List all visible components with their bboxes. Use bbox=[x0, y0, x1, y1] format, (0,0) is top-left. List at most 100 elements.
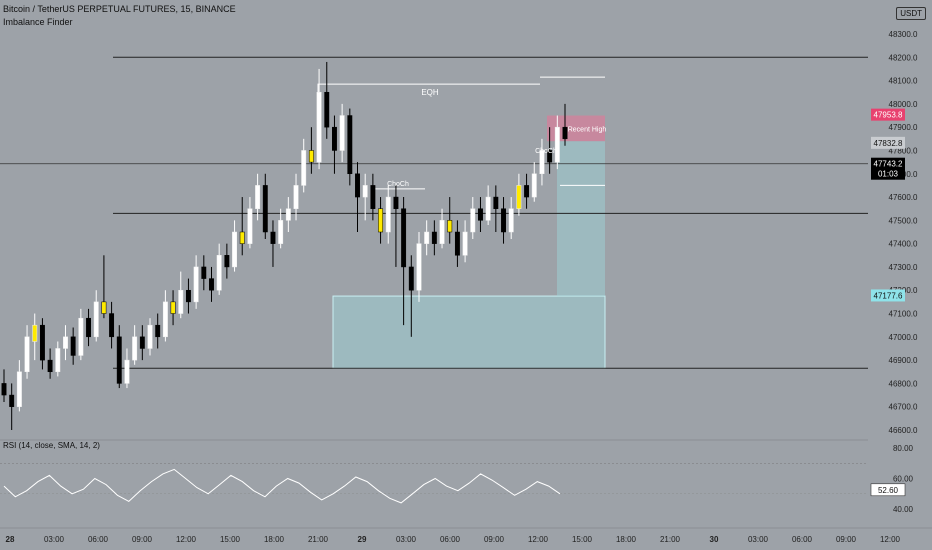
candle-body bbox=[47, 359, 53, 373]
candle-body bbox=[454, 231, 460, 256]
current-price-tag: 47743.2 bbox=[874, 160, 903, 169]
candle-body bbox=[485, 196, 491, 221]
rsi-line bbox=[3, 468, 561, 504]
time-tick-label: 28 bbox=[6, 535, 15, 544]
time-tick-label: 03:00 bbox=[44, 535, 65, 544]
eqh-label: EQH bbox=[421, 88, 439, 97]
time-tick-label: 09:00 bbox=[836, 535, 857, 544]
candle-body bbox=[139, 336, 145, 349]
candle-body bbox=[447, 220, 453, 233]
symbol-title[interactable]: Bitcoin / TetherUS PERPETUAL FUTURES, 15… bbox=[3, 4, 236, 14]
rsi-value-tag: 52.60 bbox=[878, 486, 899, 495]
candle-body bbox=[370, 185, 376, 209]
low-price-tag: 47177.6 bbox=[874, 291, 903, 300]
candle-body bbox=[209, 278, 214, 291]
candle-body bbox=[293, 185, 299, 209]
candle-body bbox=[93, 301, 99, 338]
candle-body bbox=[424, 231, 430, 244]
indicator-label[interactable]: Imbalance Finder bbox=[3, 17, 73, 27]
candle-body bbox=[416, 243, 422, 291]
countdown-timer: 01:03 bbox=[878, 170, 899, 179]
candle-body bbox=[216, 255, 222, 291]
choch-label-2: ChoCh bbox=[535, 148, 557, 155]
time-tick-label: 21:00 bbox=[308, 535, 329, 544]
candle-body bbox=[178, 289, 184, 314]
candle-body bbox=[39, 324, 45, 361]
price-tick-label: 47400.0 bbox=[889, 240, 918, 249]
time-tick-label: 15:00 bbox=[572, 535, 593, 544]
candle-body bbox=[308, 150, 314, 163]
candle-body bbox=[393, 196, 399, 209]
choch-line-1 bbox=[373, 188, 425, 205]
price-tick-label: 47900.0 bbox=[889, 123, 918, 132]
candle-body bbox=[201, 266, 207, 279]
price-tick-label: 46900.0 bbox=[889, 356, 918, 365]
candle-body bbox=[247, 208, 253, 244]
candle-body bbox=[362, 185, 368, 198]
candle-body bbox=[355, 173, 360, 198]
time-tick-label: 15:00 bbox=[220, 535, 241, 544]
time-tick-label: 18:00 bbox=[264, 535, 285, 544]
time-tick-label: 30 bbox=[710, 535, 719, 544]
candle-body bbox=[347, 115, 353, 175]
candle-body bbox=[431, 231, 437, 244]
price-tick-label: 47300.0 bbox=[889, 263, 918, 272]
candle-body bbox=[524, 185, 530, 198]
price-tick-label: 47600.0 bbox=[889, 193, 918, 202]
current-price-tag-bg bbox=[871, 157, 905, 180]
candle-body bbox=[255, 185, 261, 209]
candle-body bbox=[109, 313, 115, 338]
rsi-value-tag-bg bbox=[870, 483, 906, 497]
candle-body bbox=[531, 173, 537, 198]
mid-price-tag: 47832.8 bbox=[874, 139, 903, 148]
candle-body bbox=[78, 317, 84, 356]
time-tick-label: 06:00 bbox=[792, 535, 813, 544]
candle-body bbox=[239, 231, 245, 244]
time-tick-label: 03:00 bbox=[396, 535, 417, 544]
candle-body bbox=[147, 324, 153, 349]
time-tick-label: 09:00 bbox=[132, 535, 153, 544]
rsi-tick-label: 60.00 bbox=[893, 475, 914, 484]
candle-body bbox=[162, 301, 168, 338]
candle-body bbox=[262, 185, 268, 233]
candle-body bbox=[378, 208, 384, 233]
candle-body bbox=[470, 208, 476, 233]
high-price-tag-bg bbox=[871, 108, 905, 121]
candle-body bbox=[339, 115, 345, 151]
candle-body bbox=[70, 336, 76, 356]
rsi-tick-label: 80.00 bbox=[893, 444, 914, 453]
candle-body bbox=[285, 208, 291, 221]
candle-body bbox=[55, 348, 61, 373]
time-tick-label: 12:00 bbox=[176, 535, 197, 544]
candle-body bbox=[462, 231, 468, 256]
candle-body bbox=[562, 126, 568, 140]
candle-body bbox=[116, 336, 122, 384]
candle-body bbox=[24, 336, 30, 373]
candle-body bbox=[385, 196, 391, 233]
candle-body bbox=[324, 91, 330, 128]
candle-body bbox=[16, 371, 22, 407]
candle-body bbox=[132, 336, 138, 361]
candle-body bbox=[124, 359, 130, 384]
candle-body bbox=[278, 220, 284, 244]
price-tick-label: 48100.0 bbox=[889, 77, 918, 86]
price-tick-label: 46700.0 bbox=[889, 403, 918, 412]
candle-body bbox=[547, 150, 553, 163]
candle-body bbox=[63, 336, 68, 349]
rsi-tick-label: 40.00 bbox=[893, 505, 914, 514]
time-tick-label: 21:00 bbox=[660, 535, 681, 544]
low-price-tag-bg bbox=[871, 289, 905, 302]
currency-badge[interactable]: USDT bbox=[896, 7, 926, 20]
candle-body bbox=[501, 208, 506, 233]
time-tick-label: 29 bbox=[358, 535, 367, 544]
candle-body bbox=[516, 185, 522, 209]
demand-zone bbox=[332, 295, 606, 369]
time-tick-label: 06:00 bbox=[88, 535, 109, 544]
candle-body bbox=[86, 317, 91, 338]
candle-body bbox=[478, 208, 483, 221]
time-tick-label: 03:00 bbox=[748, 535, 769, 544]
mid-price-tag-bg bbox=[871, 136, 905, 149]
candle-body bbox=[9, 394, 15, 407]
candle-body bbox=[270, 231, 276, 244]
